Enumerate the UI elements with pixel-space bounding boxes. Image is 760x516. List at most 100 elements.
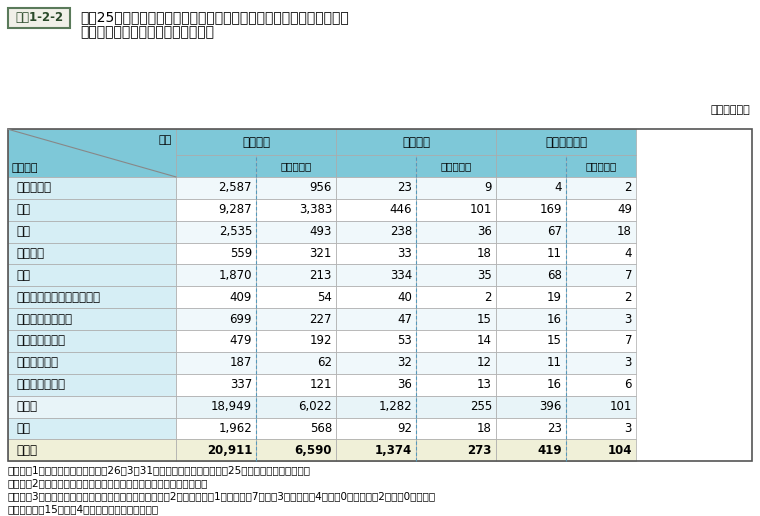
Text: 合　計: 合 計	[16, 444, 37, 457]
Text: 192: 192	[309, 334, 332, 347]
Text: 36: 36	[477, 225, 492, 238]
Bar	[176, 308, 256, 330]
Bar	[566, 264, 636, 286]
Bar	[8, 330, 176, 352]
Text: 経済: 経済	[16, 225, 30, 238]
Text: 12: 12	[477, 357, 492, 369]
Text: 区分試験: 区分試験	[12, 163, 39, 173]
Bar	[566, 396, 636, 417]
Text: 49: 49	[617, 203, 632, 216]
Bar	[8, 352, 176, 374]
Text: 7: 7	[625, 269, 632, 282]
Bar	[336, 177, 416, 199]
Text: 申込者数: 申込者数	[242, 136, 270, 149]
Text: うち女性数: うち女性数	[440, 161, 472, 171]
Text: 6,590: 6,590	[295, 444, 332, 457]
Bar	[8, 396, 176, 417]
Bar	[496, 330, 566, 352]
Bar	[256, 286, 336, 308]
Bar	[8, 243, 176, 264]
Text: 68: 68	[547, 269, 562, 282]
Text: 23: 23	[547, 422, 562, 435]
Text: 2: 2	[625, 291, 632, 304]
Text: 2: 2	[485, 291, 492, 304]
Bar	[336, 417, 416, 439]
Bar	[256, 264, 336, 286]
Text: 3　上記のほか、防衛省（特別職）で政治・国際2人（うち女性1人）、法律7人（同3人）、工学4人（同0人）、教養2人（同0人）、計: 3 上記のほか、防衛省（特別職）で政治・国際2人（うち女性1人）、法律7人（同3…	[8, 491, 436, 501]
Text: 273: 273	[467, 444, 492, 457]
Text: 政治・国際: 政治・国際	[16, 182, 51, 195]
Text: 396: 396	[540, 400, 562, 413]
Bar	[176, 199, 256, 221]
Bar	[566, 439, 636, 461]
Text: 18: 18	[477, 247, 492, 260]
Bar	[256, 330, 336, 352]
Text: 15人（同4人）の採用内定者がいる。: 15人（同4人）の採用内定者がいる。	[8, 504, 159, 514]
Bar	[176, 374, 256, 396]
Text: 40: 40	[397, 291, 412, 304]
Text: 409: 409	[230, 291, 252, 304]
Bar	[336, 243, 416, 264]
Bar	[566, 155, 636, 177]
Text: 採用内定者数: 採用内定者数	[545, 136, 587, 149]
Bar	[256, 221, 336, 243]
Text: 956: 956	[309, 182, 332, 195]
Bar	[496, 221, 566, 243]
Text: 18,949: 18,949	[211, 400, 252, 413]
Bar	[256, 177, 336, 199]
Text: 項目: 項目	[159, 135, 172, 145]
Bar	[416, 177, 496, 199]
Text: 35: 35	[477, 269, 492, 282]
Text: 568: 568	[310, 422, 332, 435]
Bar	[176, 129, 336, 155]
Text: 合格者数: 合格者数	[402, 136, 430, 149]
Text: 15: 15	[547, 334, 562, 347]
Text: 16: 16	[547, 378, 562, 391]
Text: 6: 6	[625, 378, 632, 391]
Bar	[8, 8, 70, 28]
Text: 13: 13	[477, 378, 492, 391]
Bar	[336, 308, 416, 330]
Bar	[336, 129, 496, 155]
Bar	[416, 286, 496, 308]
Bar	[256, 243, 336, 264]
Text: 33: 33	[397, 247, 412, 260]
Text: 18: 18	[477, 422, 492, 435]
Bar	[176, 330, 256, 352]
Text: 14: 14	[477, 334, 492, 347]
Bar	[176, 243, 256, 264]
Text: 62: 62	[317, 357, 332, 369]
Bar	[496, 199, 566, 221]
Text: 15: 15	[477, 313, 492, 326]
Text: 559: 559	[230, 247, 252, 260]
Text: 農業農村工学: 農業農村工学	[16, 357, 58, 369]
Text: 6,022: 6,022	[299, 400, 332, 413]
Bar	[566, 286, 636, 308]
Text: 3: 3	[625, 357, 632, 369]
Text: 169: 169	[540, 203, 562, 216]
Text: （単位：人）: （単位：人）	[711, 105, 750, 115]
Text: 教養: 教養	[16, 422, 30, 435]
Text: 工学: 工学	[16, 269, 30, 282]
Text: 9: 9	[485, 182, 492, 195]
Text: 321: 321	[309, 247, 332, 260]
Bar	[566, 374, 636, 396]
Bar	[256, 396, 336, 417]
Text: 419: 419	[537, 444, 562, 457]
Bar	[8, 199, 176, 221]
Bar	[176, 352, 256, 374]
Bar	[566, 199, 636, 221]
Bar	[416, 439, 496, 461]
Bar	[496, 308, 566, 330]
Bar	[8, 417, 176, 439]
Bar	[496, 264, 566, 286]
Bar	[496, 374, 566, 396]
Bar	[176, 286, 256, 308]
Bar	[176, 177, 256, 199]
Text: 化学・生物・薬学: 化学・生物・薬学	[16, 313, 72, 326]
Bar	[336, 199, 416, 221]
Bar	[256, 155, 336, 177]
Text: 2: 2	[625, 182, 632, 195]
Text: 36: 36	[397, 378, 412, 391]
Text: 数理科学・物理・地球科学: 数理科学・物理・地球科学	[16, 291, 100, 304]
